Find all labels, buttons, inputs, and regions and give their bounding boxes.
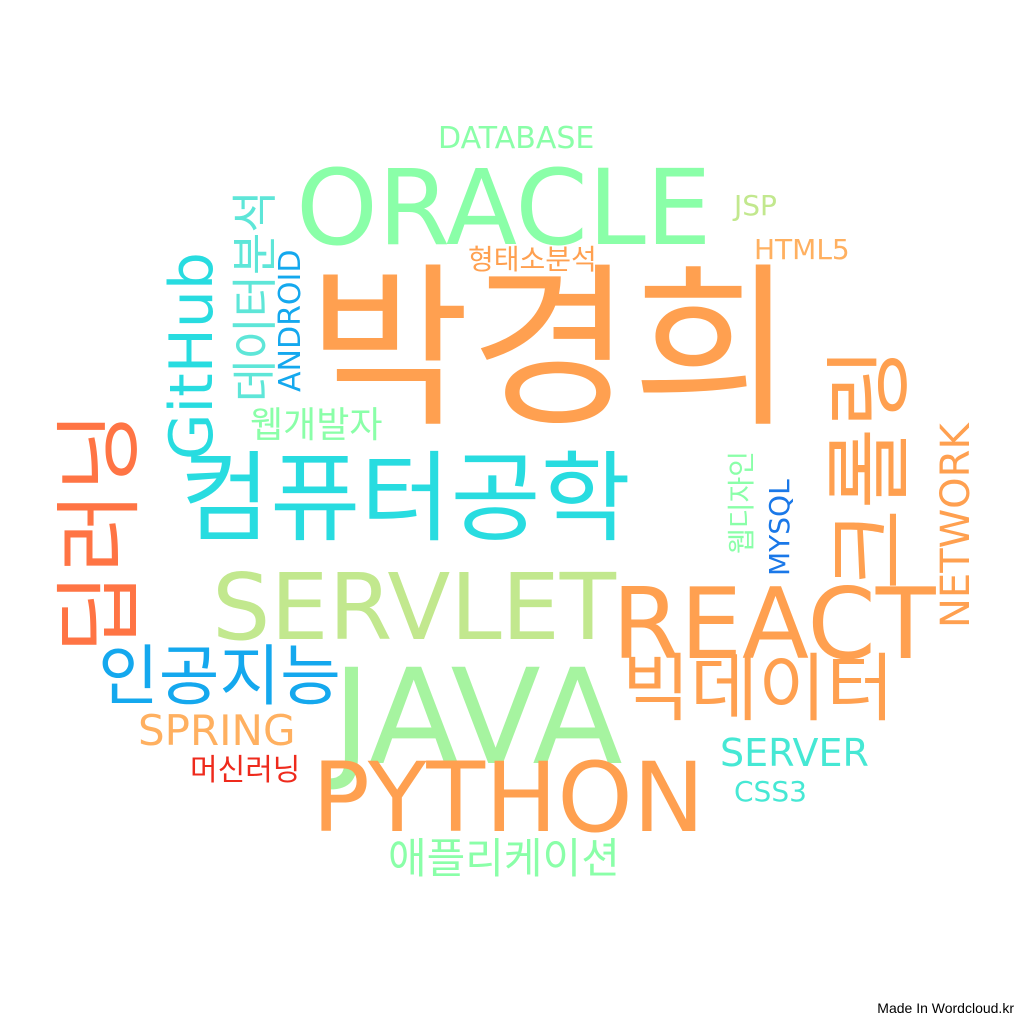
word-mysql: MYSQL (763, 479, 796, 576)
word-web-developer: 웹개발자 (250, 405, 383, 446)
word-github: GitHub (157, 252, 227, 460)
word-data-analysis: 데이터분석 (228, 190, 282, 402)
wordcloud-credit: Made In Wordcloud.kr (877, 1000, 1014, 1016)
word-artificial-intelligence: 인공지능 (98, 638, 341, 715)
word-web-design: 웹디자인 (725, 450, 758, 554)
word-computer-engineering: 컴퓨터공학 (180, 442, 631, 556)
word-morph-analysis: 형태소분석 (468, 243, 597, 276)
word-deep-learning: 딥러닝 (48, 411, 151, 654)
word-android: ANDROID (273, 249, 308, 392)
word-oracle: ORACLE (296, 147, 712, 269)
word-python: PYTHON (312, 742, 705, 854)
word-servlet: SERVLET (212, 554, 616, 661)
word-java: JAVA (332, 641, 623, 795)
word-server: SERVER (720, 731, 869, 775)
word-bigdata: 빅데이터 (622, 646, 895, 732)
word-react: REACT (612, 568, 936, 682)
word-css3: CSS3 (734, 775, 807, 808)
word-database: DATABASE (438, 121, 595, 156)
word-html5: HTML5 (754, 233, 850, 266)
word-machine-learning: 머신러닝 (190, 753, 301, 788)
word-application: 애플리케이션 (388, 834, 620, 883)
word-crawling: 크롤링 (818, 347, 921, 590)
word-spring: SPRING (138, 706, 296, 755)
word-jsp: JSP (734, 189, 777, 222)
word-park-kyung-hee: 박경희 (308, 247, 794, 452)
word-network: NETWORK (933, 423, 979, 628)
